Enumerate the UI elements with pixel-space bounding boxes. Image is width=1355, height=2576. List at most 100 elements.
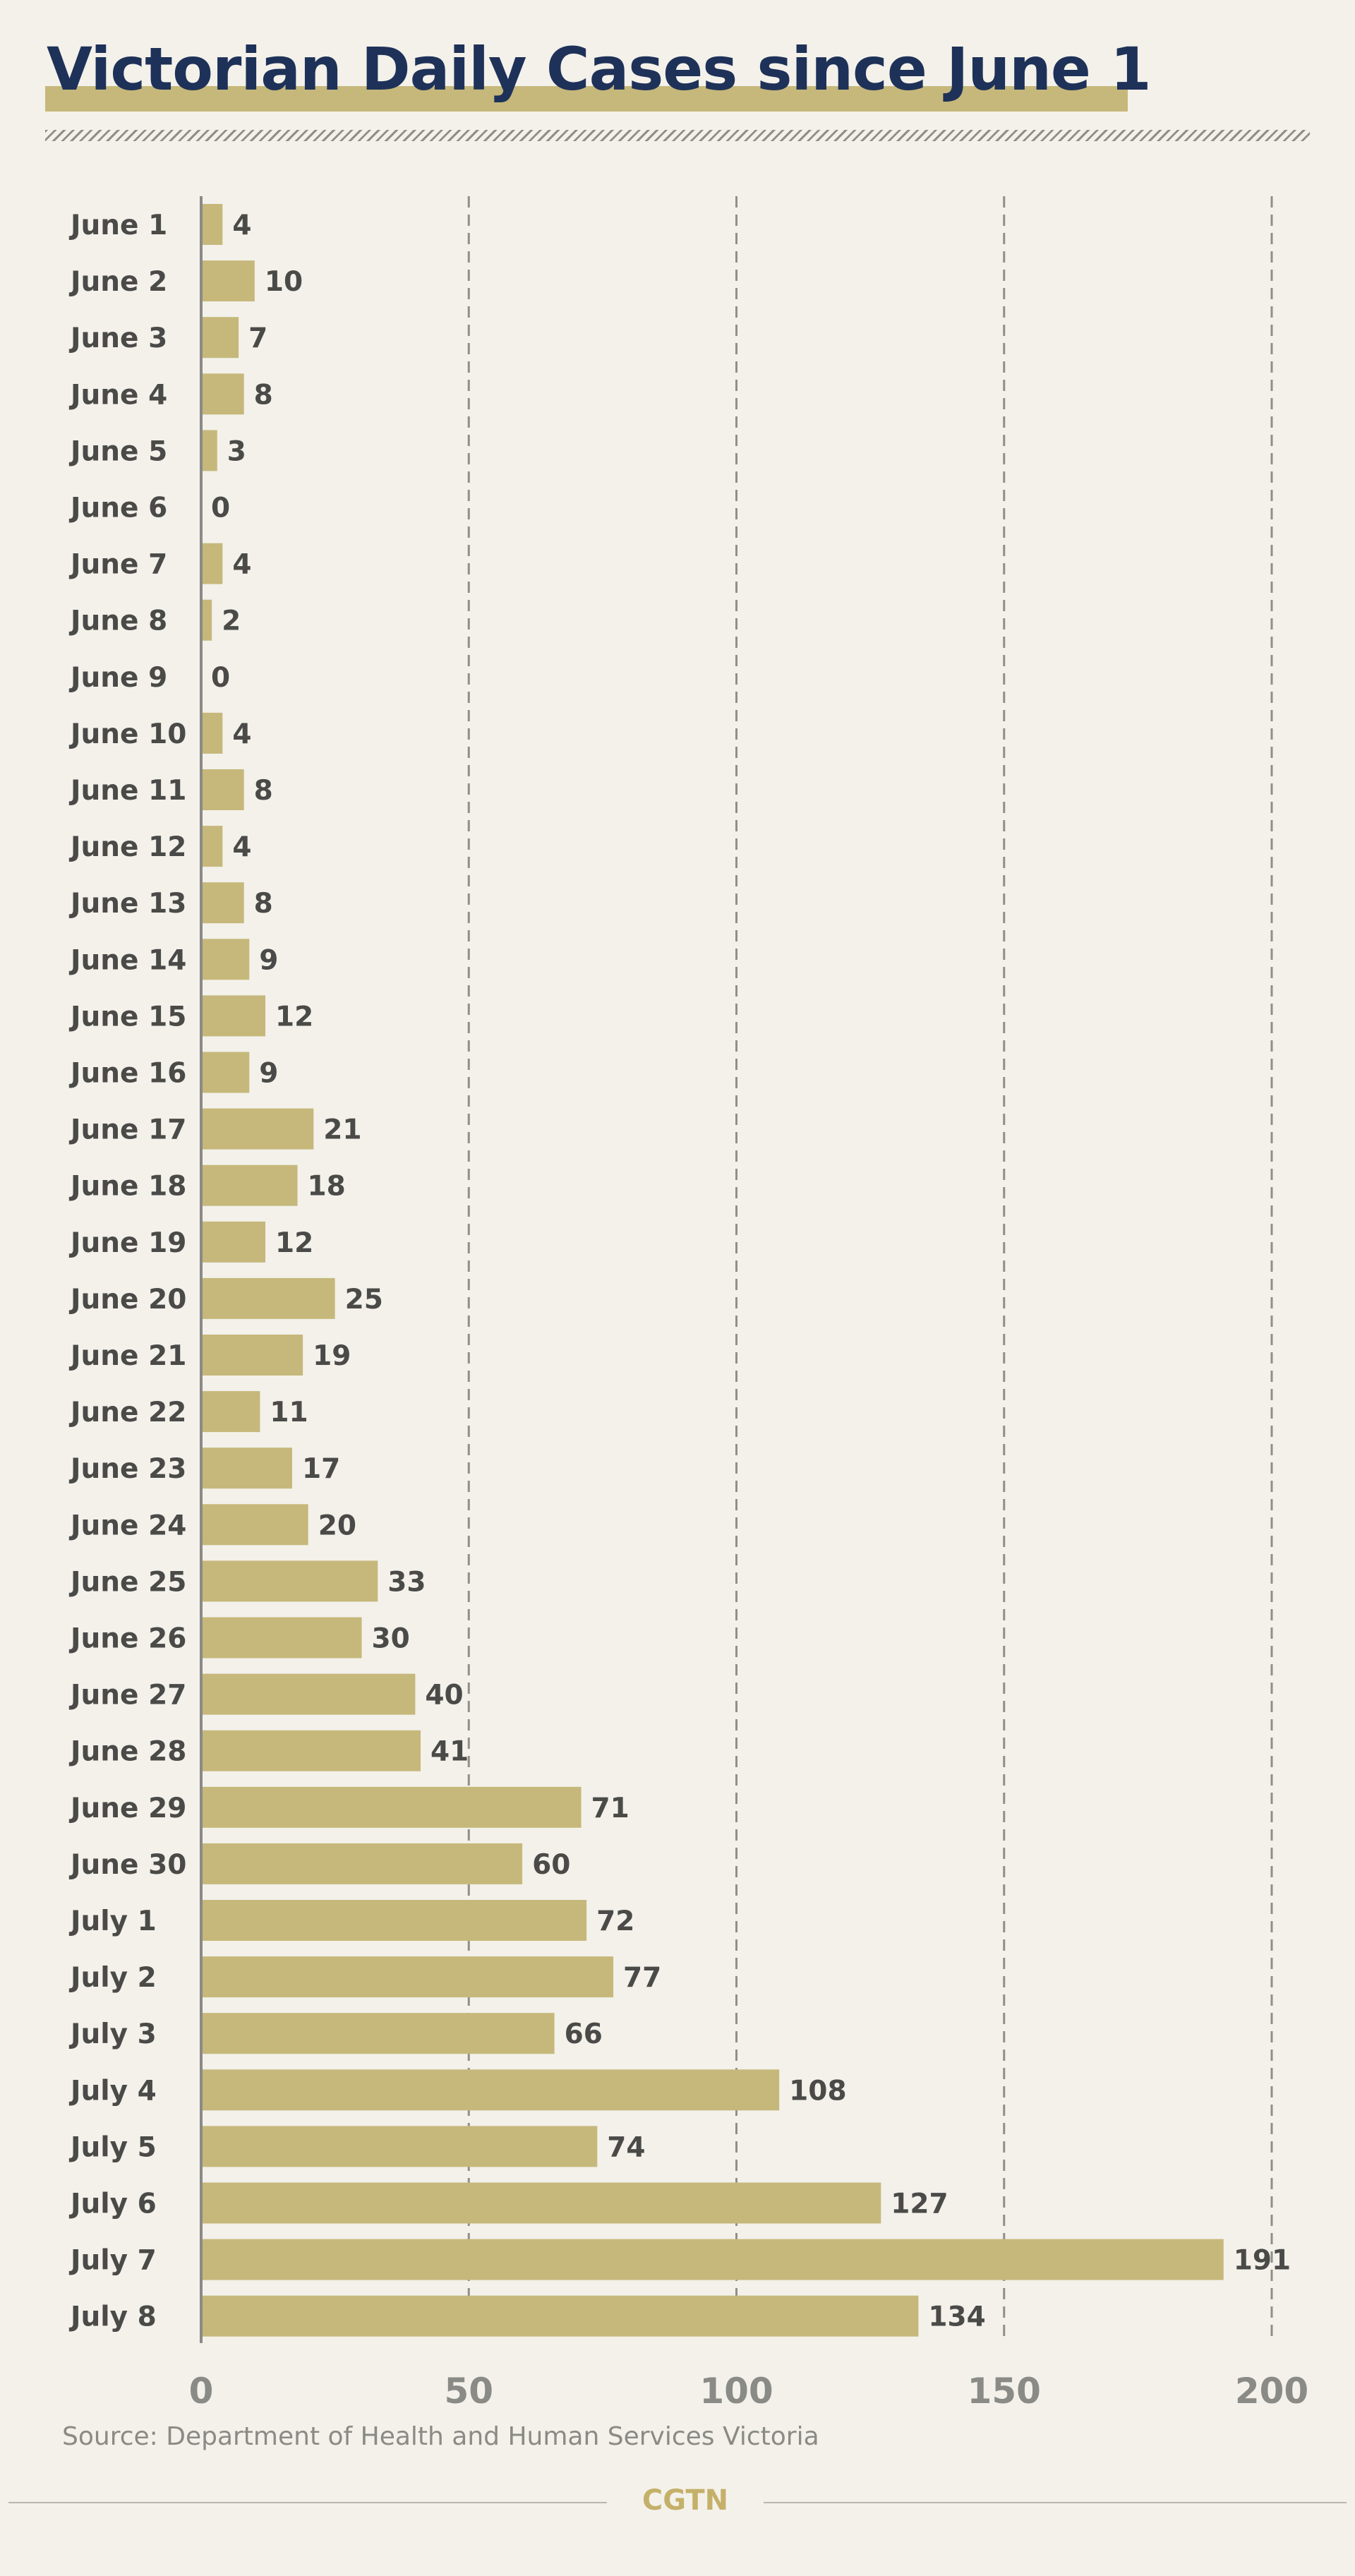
bar	[201, 769, 244, 810]
category-label: June 28	[68, 1736, 186, 1768]
value-label: 4	[232, 210, 251, 241]
bar	[201, 1956, 614, 1998]
value-label: 12	[275, 1227, 313, 1259]
value-label: 10	[265, 266, 303, 298]
value-label: 74	[607, 2131, 645, 2163]
bar	[201, 260, 255, 302]
x-tick-label: 50	[444, 2371, 493, 2412]
category-label: June 19	[68, 1227, 186, 1259]
bar	[201, 712, 223, 754]
value-label: 134	[928, 2301, 985, 2333]
x-tick-label: 0	[189, 2371, 214, 2412]
category-label: June 20	[68, 1284, 186, 1316]
category-label: June 11	[68, 775, 186, 807]
x-tick-label: 150	[968, 2371, 1041, 2412]
category-label: June 4	[68, 379, 167, 411]
bar	[201, 1786, 582, 1828]
category-label: July 7	[68, 2245, 157, 2277]
value-label: 25	[345, 1284, 383, 1316]
value-label: 17	[302, 1453, 340, 1485]
category-label: June 24	[68, 1510, 186, 1541]
value-label: 19	[313, 1340, 351, 1372]
chart-title: Victorian Daily Cases since June 1	[47, 35, 1152, 104]
value-label: 9	[259, 1058, 278, 1090]
value-label: 7	[248, 323, 267, 354]
category-label: June 16	[68, 1058, 186, 1090]
bar	[201, 2239, 1224, 2280]
value-label: 20	[318, 1510, 356, 1541]
bar	[201, 1504, 308, 1546]
bar	[201, 1052, 250, 1093]
footer-rule-left	[8, 2502, 607, 2503]
category-label: July 5	[68, 2131, 157, 2163]
bar	[201, 1221, 266, 1263]
bar	[201, 204, 223, 245]
category-label: June 12	[68, 831, 186, 863]
category-label: June 9	[68, 662, 167, 694]
bar	[201, 430, 217, 471]
category-label: June 2	[68, 266, 167, 298]
bar	[201, 1673, 416, 1715]
source-note: Source: Department of Health and Human S…	[62, 2422, 819, 2451]
value-label: 71	[591, 1793, 630, 1824]
category-label: July 2	[68, 1962, 157, 1994]
bar	[201, 1164, 298, 1206]
bar	[201, 1277, 335, 1319]
category-label: June 5	[68, 435, 167, 467]
value-label: 191	[1234, 2245, 1291, 2277]
value-label: 72	[596, 1906, 634, 1937]
bar	[201, 1900, 587, 1941]
value-label: 40	[425, 1680, 463, 1711]
category-label: June 13	[68, 888, 186, 920]
brand-logo: CGTN	[642, 2484, 729, 2517]
category-label: June 3	[68, 323, 167, 354]
bar	[201, 1335, 303, 1376]
category-label: June 21	[68, 1340, 186, 1372]
value-label: 4	[232, 831, 251, 863]
value-label: 8	[254, 888, 273, 920]
bar	[201, 2182, 881, 2224]
value-label: 2	[222, 606, 241, 637]
footer-rule-right	[764, 2502, 1347, 2503]
category-label: June 22	[68, 1397, 186, 1428]
bar	[201, 939, 250, 980]
bar	[201, 1448, 292, 1489]
value-label: 9	[259, 944, 278, 976]
category-label: July 1	[68, 1906, 157, 1937]
category-label: July 6	[68, 2189, 157, 2220]
value-label: 60	[532, 1849, 570, 1881]
category-label: June 8	[68, 606, 167, 637]
value-label: 30	[372, 1623, 410, 1655]
category-label: June 1	[68, 210, 167, 241]
bar	[201, 599, 212, 641]
bar	[201, 2069, 780, 2111]
value-label: 0	[211, 493, 230, 524]
bar	[201, 1391, 260, 1433]
bar	[201, 373, 244, 415]
category-label: July 3	[68, 2018, 157, 2050]
value-label: 41	[430, 1736, 469, 1768]
bar	[201, 826, 223, 867]
category-label: June 26	[68, 1623, 186, 1655]
bar	[201, 317, 239, 359]
category-label: June 17	[68, 1114, 186, 1146]
bar	[201, 543, 223, 584]
value-label: 3	[227, 435, 246, 467]
value-label: 12	[275, 1001, 313, 1033]
bar	[201, 1730, 421, 1771]
category-label: June 25	[68, 1566, 186, 1598]
category-label: June 23	[68, 1453, 186, 1485]
bar	[201, 882, 244, 924]
bar	[201, 1843, 523, 1884]
value-label: 77	[623, 1962, 661, 1994]
value-label: 4	[232, 718, 251, 750]
value-label: 33	[387, 1566, 426, 1598]
bar	[201, 2126, 598, 2167]
hatched-divider	[45, 130, 1310, 141]
value-label: 4	[232, 549, 251, 581]
category-label: June 27	[68, 1680, 186, 1711]
category-label: June 7	[68, 549, 167, 581]
value-label: 8	[254, 775, 273, 807]
category-label: July 8	[68, 2301, 157, 2333]
